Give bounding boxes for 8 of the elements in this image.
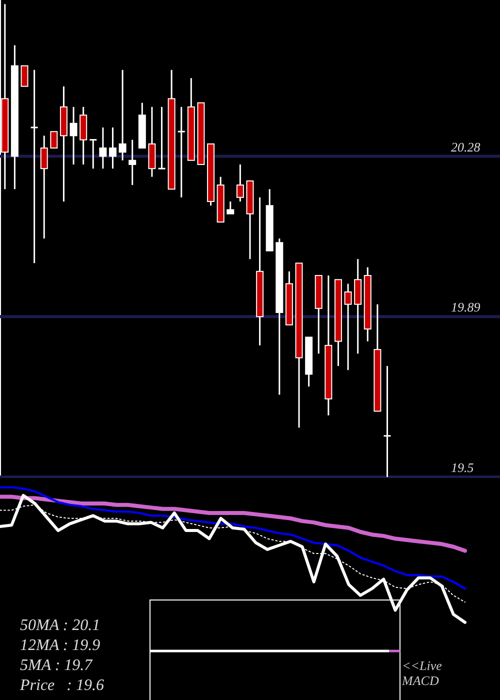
annotation: 50MA : 20.1 [20, 617, 100, 634]
text: 12MA : 19.9 [20, 637, 100, 654]
text: 5MA : 19.7 [20, 657, 94, 674]
y-tick-label: 19.89 [451, 300, 481, 315]
y-tick-label: 19.5 [451, 460, 474, 475]
text: Price : 19.6 [19, 677, 104, 694]
y-tick-label: 20.28 [451, 139, 481, 154]
text: <<Live MACD [401, 658, 442, 688]
